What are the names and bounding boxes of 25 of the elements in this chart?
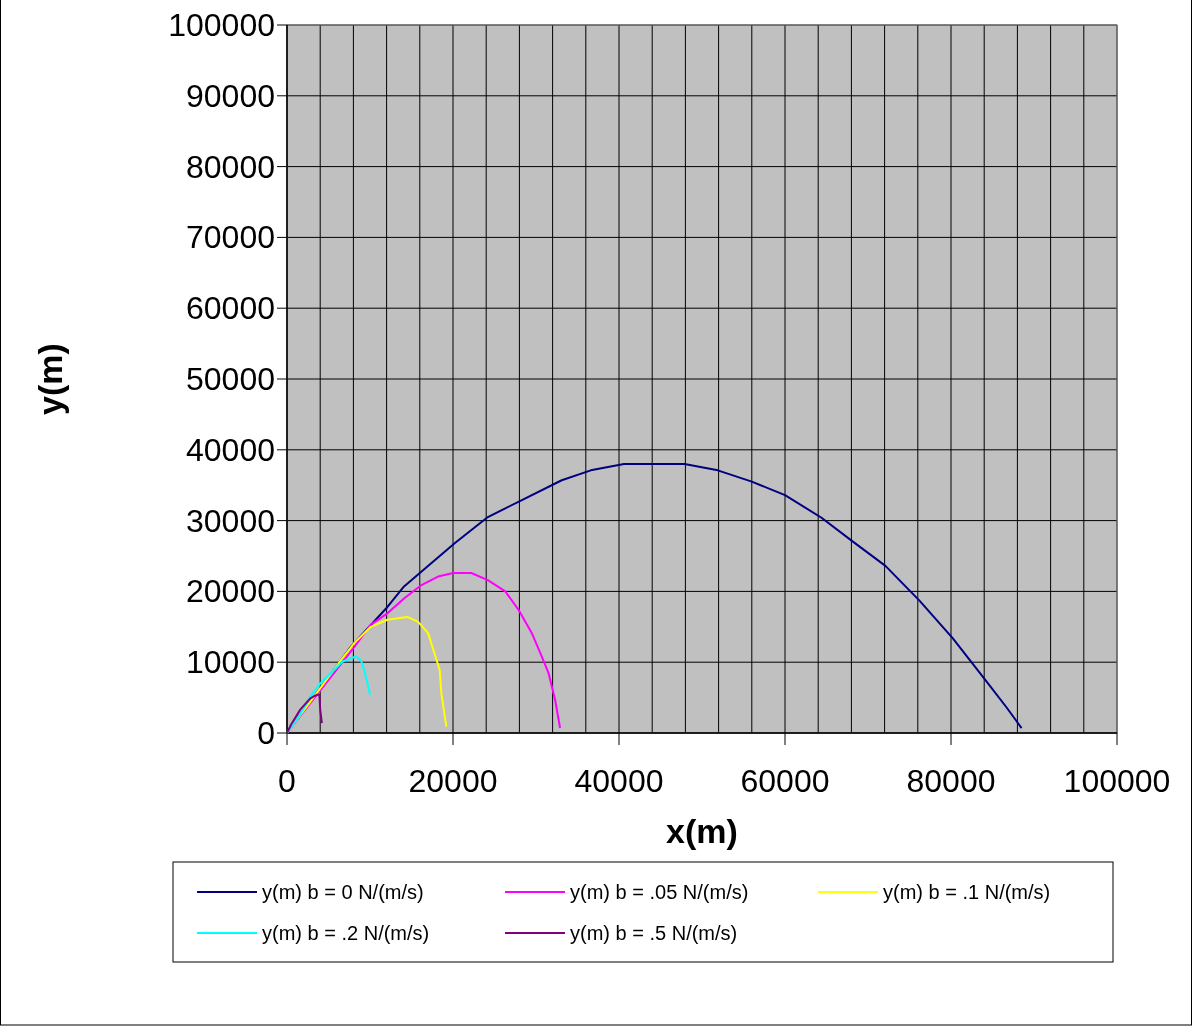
x-tick-label: 60000 [740, 763, 830, 799]
x-tick-label: 20000 [408, 763, 498, 799]
x-axis-title: x(m) [666, 812, 738, 850]
legend-label: y(m) b = .05 N/(m/s) [570, 881, 749, 903]
line-series [286, 655, 371, 734]
legend-label: y(m) b = 0 N/(m/s) [262, 881, 424, 903]
legend-label: y(m) b = .2 N/(m/s) [262, 922, 430, 944]
y-tick-label: 80000 [186, 148, 275, 185]
x-tick-label: 40000 [574, 763, 664, 799]
y-tick-label: 50000 [186, 361, 275, 397]
y-tick-label: 100000 [168, 7, 275, 43]
y-tick-label: 30000 [186, 502, 275, 539]
y-tick-label: 70000 [186, 219, 275, 256]
y-tick-label: 60000 [186, 290, 275, 327]
legend-label: y(m) b = .5 N/(m/s) [570, 922, 738, 944]
y-tick-label: 40000 [186, 431, 275, 468]
y-tick-label: 10000 [186, 644, 275, 681]
y-tick-label: 20000 [186, 573, 275, 610]
y-axis-title: y(m) [31, 343, 69, 415]
line-series [286, 693, 323, 734]
x-tick-label: 100000 [1063, 763, 1171, 799]
legend-label: y(m) b = .1 N/(m/s) [883, 881, 1051, 903]
y-tick-label: 90000 [186, 77, 275, 114]
x-tick-label: 80000 [906, 763, 996, 799]
y-tick-label: 0 [257, 715, 275, 751]
